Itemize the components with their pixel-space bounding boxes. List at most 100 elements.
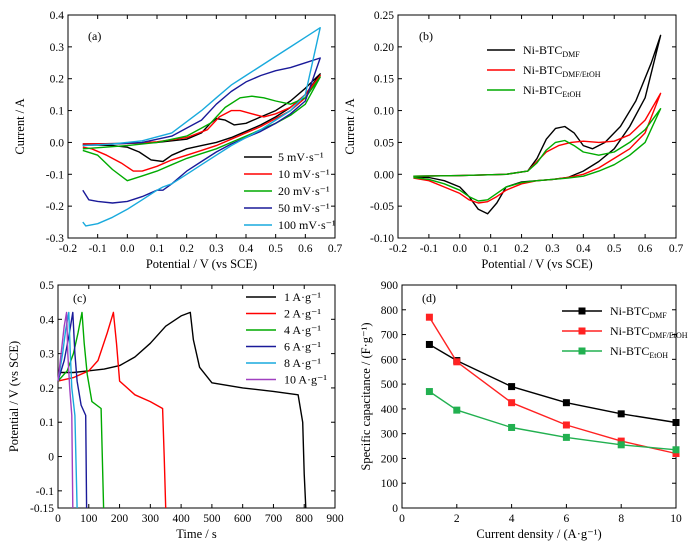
y-axis-label: Current / A <box>343 98 357 154</box>
x-tick-label: 0.6 <box>298 243 313 255</box>
x-tick-label: 300 <box>142 513 160 525</box>
legend-name: 20 mV·s⁻¹ <box>278 184 330 198</box>
legend-subscript: DMF/EtOH <box>562 70 600 79</box>
legend-name: 10 A·g⁻¹ <box>284 373 327 387</box>
x-axis-label: Potential / V (vs SCE) <box>481 257 592 271</box>
y-tick-label: 0.4 <box>50 10 65 22</box>
data-point <box>617 410 625 418</box>
y-tick-label: -0.2 <box>46 201 64 213</box>
plot-frame <box>397 14 677 239</box>
plot-frame <box>57 284 336 509</box>
legend-name: 4 A·g⁻¹ <box>284 323 321 337</box>
legend-label: 4 A·g⁻¹ <box>284 323 321 337</box>
legend-label: 20 mV·s⁻¹ <box>278 184 330 198</box>
x-tick-label: 0 <box>55 513 61 525</box>
x-tick-label: 0.2 <box>179 243 194 255</box>
y-tick-label: 0.3 <box>50 42 65 54</box>
x-tick-label: 10 <box>670 513 682 525</box>
panel-label: (d) <box>422 291 436 305</box>
y-tick-label: -0.10 <box>370 233 394 245</box>
y-tick-label: -0.1 <box>46 169 64 181</box>
y-tick-label: 0.2 <box>50 74 65 86</box>
y-tick-label: 0.20 <box>374 42 394 54</box>
legend-label: Ni-BTCDMF/EtOH <box>610 324 688 340</box>
x-tick-label: 0.2 <box>514 243 529 255</box>
series-line <box>57 311 88 509</box>
x-tick-label: 500 <box>203 513 221 525</box>
legend-label: 6 A·g⁻¹ <box>284 340 321 354</box>
y-tick-label: 0.2 <box>40 383 55 395</box>
chart-panel-3: 0 2 4 6 8 100100200300400500600700800900Curre… <box>359 280 688 541</box>
legend-subscript: DMF/EtOH <box>649 331 687 340</box>
x-tick-label: 900 <box>326 513 344 525</box>
data-point <box>508 399 516 407</box>
series-line <box>57 311 167 509</box>
legend-label: 8 A·g⁻¹ <box>284 356 321 370</box>
x-tick-label: 8 <box>618 513 624 525</box>
data-point <box>508 423 516 431</box>
panel-label: (b) <box>419 29 433 43</box>
legend-marker <box>578 347 586 355</box>
legend-subscript: EtOH <box>649 351 668 360</box>
y-tick-label: 100 <box>381 478 399 490</box>
y-tick-label: 800 <box>381 305 399 317</box>
data-point <box>617 441 625 449</box>
chart-panel-0: -0.2 -0.1 0.0 0.1 0.2 0.3 0.4 0.5 0.6 0.7-0.3-0.2… <box>13 10 342 271</box>
legend-label: Ni-BTCEtOH <box>610 344 668 360</box>
legend-name: 5 mV·s⁻¹ <box>278 150 324 164</box>
legend-name: Ni-BTC <box>523 83 562 97</box>
y-tick-label: 600 <box>381 354 399 366</box>
data-point <box>425 340 433 348</box>
panel-label: (c) <box>73 291 86 305</box>
data-point <box>453 406 461 414</box>
x-tick-label: -0.2 <box>59 243 77 255</box>
y-tick-label: 0 <box>48 452 54 464</box>
series-line <box>413 92 662 204</box>
legend-name: Ni-BTC <box>610 324 649 338</box>
x-tick-label: 100 <box>80 513 98 525</box>
chart-panel-2: 0 100 200 300 400 500 600 700 800 900 -0.15 -0.1 0 0.… <box>7 280 344 541</box>
series-line <box>57 311 105 509</box>
series-line <box>428 316 677 455</box>
y-axis-label: Current / A <box>13 98 27 154</box>
y-tick-label: 0.3 <box>40 349 55 361</box>
data-point <box>672 449 680 457</box>
legend-name: 10 mV·s⁻¹ <box>278 167 330 181</box>
legend-name: 1 A·g⁻¹ <box>284 290 321 304</box>
series-line <box>58 311 307 509</box>
x-tick-label: 0.4 <box>576 243 591 255</box>
x-tick-label: 0.1 <box>150 243 165 255</box>
legend-name: Ni-BTC <box>523 63 562 77</box>
legend-label: 50 mV·s⁻¹ <box>278 201 330 215</box>
x-tick-label: 200 <box>111 513 129 525</box>
legend-name: 100 mV·s⁻¹ <box>278 218 336 232</box>
panel-label: (a) <box>88 29 101 43</box>
legend-subscript: DMF <box>562 50 580 59</box>
y-tick-label: -0.3 <box>46 233 64 245</box>
legend-label: 10 A·g⁻¹ <box>284 373 327 387</box>
series-line <box>429 343 677 424</box>
y-tick-label: -0.05 <box>370 201 394 213</box>
x-tick-label: 400 <box>172 513 190 525</box>
legend-name: 8 A·g⁻¹ <box>284 356 321 370</box>
series-line <box>82 27 321 227</box>
y-tick-label: 0 <box>392 503 398 515</box>
data-point <box>672 446 680 454</box>
legend-label: Ni-BTCDMF <box>523 43 580 59</box>
data-point <box>425 388 433 396</box>
x-tick-label: 0.0 <box>120 243 135 255</box>
y-tick-label: 0.4 <box>40 314 55 326</box>
x-tick-label: -0.2 <box>389 243 407 255</box>
x-tick-label: 0 <box>399 513 405 525</box>
y-tick-label: 700 <box>381 330 399 342</box>
y-tick-label: -0.15 <box>30 503 54 515</box>
legend-label: 100 mV·s⁻¹ <box>278 218 336 232</box>
x-tick-label: 0.4 <box>239 243 254 255</box>
plot-frame <box>67 14 336 239</box>
series-line <box>413 34 662 215</box>
legend-name: 2 A·g⁻¹ <box>284 307 321 321</box>
legend-subscript: EtOH <box>562 90 581 99</box>
y-tick-label: 0.5 <box>40 280 55 292</box>
series-line <box>82 57 321 204</box>
legend-name: 50 mV·s⁻¹ <box>278 201 330 215</box>
